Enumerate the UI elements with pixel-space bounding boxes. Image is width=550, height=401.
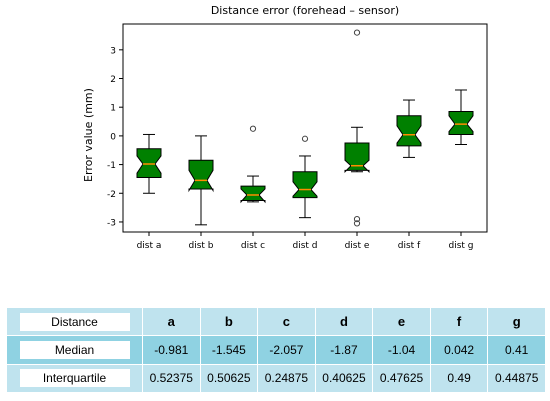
row-label-median: Median xyxy=(6,335,143,365)
x-tick-label: dist c xyxy=(241,241,265,251)
table-header-g: g xyxy=(487,306,546,337)
iqr-c: 0.24875 xyxy=(257,363,316,394)
median-e: -1.04 xyxy=(372,335,431,365)
median-g: 0.41 xyxy=(487,335,546,365)
boxplot-chart: Distance error (forehead – sensor) Error… xyxy=(82,4,488,251)
x-tick-label: dist e xyxy=(345,241,370,251)
chart-title: Distance error (forehead – sensor) xyxy=(211,4,399,17)
y-tick-label: 1 xyxy=(110,104,116,114)
row-label-interquartile: Interquartile xyxy=(6,363,143,394)
outlier-point xyxy=(301,135,309,142)
box-dist-e xyxy=(344,29,370,227)
table-header-b: b xyxy=(199,306,259,337)
notched-box xyxy=(448,111,474,135)
notched-box xyxy=(344,142,370,173)
iqr-b: 0.50625 xyxy=(199,363,259,394)
box-dist-d xyxy=(292,135,318,219)
x-tick-label: dist a xyxy=(137,241,162,251)
table-header-a: a xyxy=(142,306,201,337)
table-header-f: f xyxy=(429,306,489,337)
median-d: -1.87 xyxy=(314,335,374,365)
median-c: -2.057 xyxy=(257,335,316,365)
box-series xyxy=(136,29,474,227)
median-b: -1.545 xyxy=(199,335,259,365)
y-tick-label: 0 xyxy=(110,132,116,142)
x-tick-label: dist b xyxy=(188,241,213,251)
notched-box xyxy=(292,171,318,199)
median-f: 0.042 xyxy=(429,335,489,365)
notched-box xyxy=(396,115,422,147)
table-row-interquartile: Interquartile 0.52375 0.50625 0.24875 0.… xyxy=(6,363,546,394)
x-tick-label: dist f xyxy=(398,241,421,251)
summary-table: Distance a b c d e f g Median -0.981 -1.… xyxy=(6,306,546,394)
x-axis-ticks: dist a dist b dist c dist d dist e dist f dist… xyxy=(137,232,474,251)
box-dist-c xyxy=(240,125,266,204)
table-header-row: Distance a b c d e f g xyxy=(6,306,546,337)
table-header-c: c xyxy=(257,306,316,337)
y-tick-label: -2 xyxy=(107,190,116,200)
y-tick-label: -1 xyxy=(107,161,116,171)
x-tick-label: dist d xyxy=(292,241,317,251)
table-row-median: Median -0.981 -1.545 -2.057 -1.87 -1.04 … xyxy=(6,335,546,365)
iqr-f: 0.49 xyxy=(429,363,489,394)
median-a: -0.981 xyxy=(142,335,201,365)
y-tick-label: 3 xyxy=(110,46,116,56)
y-tick-label: 2 xyxy=(110,75,116,85)
outlier-point xyxy=(353,215,361,223)
notched-box xyxy=(188,159,214,193)
table-header-e: e xyxy=(372,306,431,337)
x-tick-label: dist g xyxy=(448,241,473,251)
box-dist-f xyxy=(396,99,422,158)
iqr-g: 0.44875 xyxy=(487,363,546,394)
box-dist-b xyxy=(188,135,214,226)
box-dist-a xyxy=(136,133,162,194)
y-axis-ticks: -3 -2 -1 0 1 2 3 xyxy=(107,46,123,228)
iqr-e: 0.47625 xyxy=(372,363,431,394)
outlier-point xyxy=(353,220,361,227)
iqr-a: 0.52375 xyxy=(142,363,201,394)
y-tick-label: -3 xyxy=(107,218,116,228)
outlier-point xyxy=(249,125,257,132)
notched-box xyxy=(240,185,266,204)
box-dist-g xyxy=(448,89,474,145)
iqr-d: 0.40625 xyxy=(314,363,374,394)
outlier-point xyxy=(353,29,361,36)
y-axis-label: Error value (mm) xyxy=(82,88,95,182)
notched-box xyxy=(136,148,162,178)
table-header-d: d xyxy=(314,306,374,337)
table-header-distance: Distance xyxy=(6,306,143,337)
